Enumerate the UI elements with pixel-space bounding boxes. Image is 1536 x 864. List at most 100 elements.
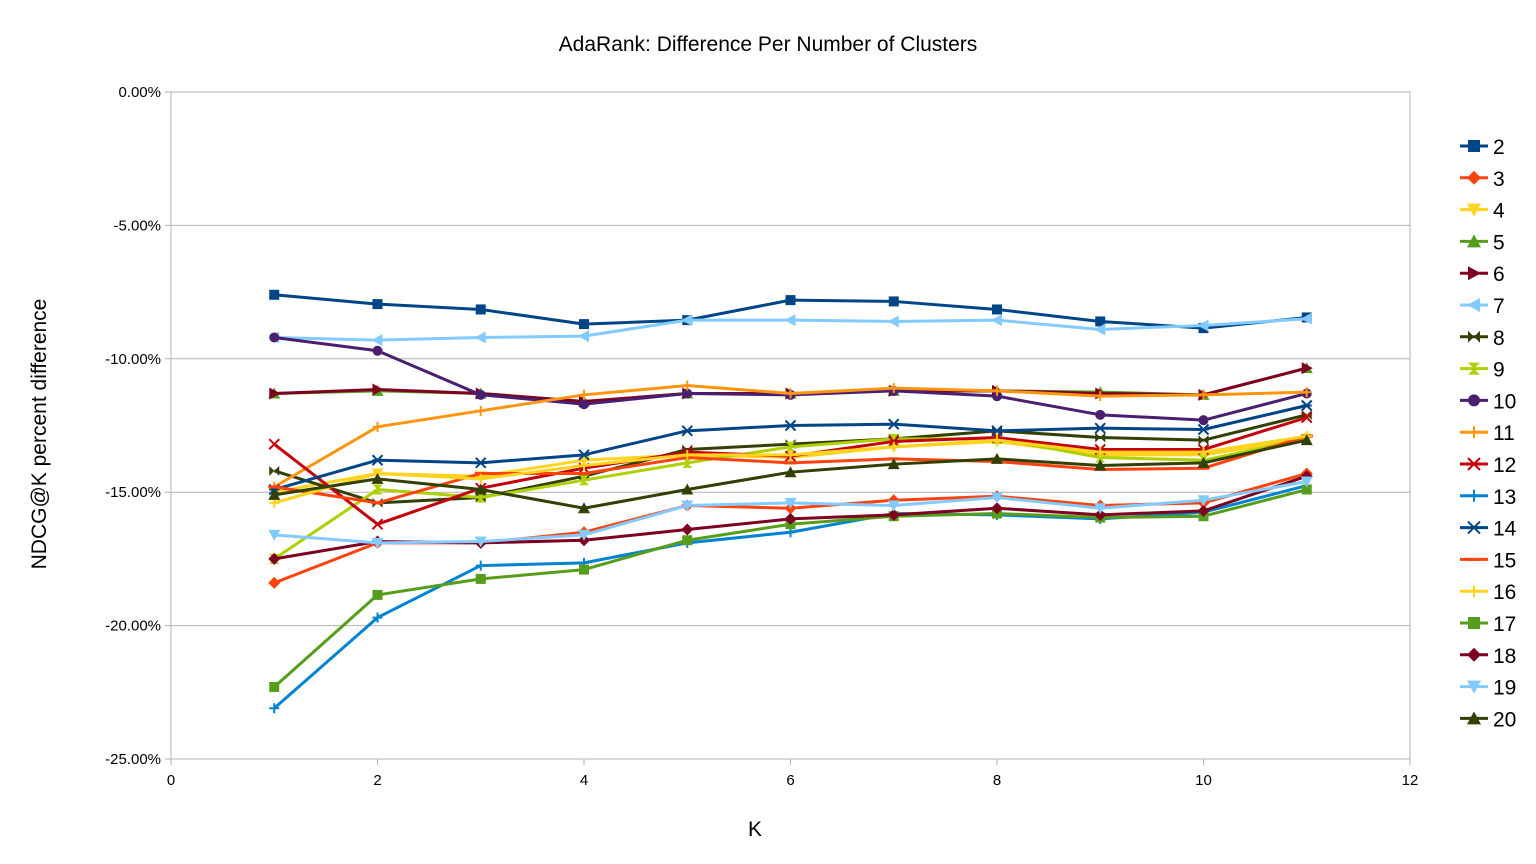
data-point-7 [991,314,1002,327]
x-tick-label: 10 [1195,772,1212,789]
legend-label: 6 [1493,263,1505,286]
legend-item-17: 17 [1460,613,1516,636]
data-point-19 [371,537,384,549]
data-point-13 [269,703,280,714]
data-point-18 [681,523,694,536]
data-point-18 [887,508,900,521]
data-point-11 [1095,391,1106,402]
data-point-12 [268,438,280,450]
x-tick-label: 12 [1402,772,1419,789]
legend-item-6: 6 [1460,263,1505,286]
legend-label: 7 [1493,295,1505,318]
data-point-19 [1300,476,1313,488]
data-point-7 [371,334,383,347]
data-point-19 [784,497,797,509]
data-point-2 [372,299,383,310]
legend-item-19: 19 [1460,677,1516,700]
data-point-19 [1197,495,1210,507]
x-tick-label: 4 [580,772,588,789]
data-point-18 [1197,504,1210,517]
data-point-16 [888,441,899,452]
series-20 [268,434,1313,514]
legend-marker [1468,617,1480,629]
data-point-12 [371,518,384,530]
legend-marker [1468,489,1480,502]
data-point-17 [682,535,693,546]
legend-label: 10 [1493,390,1516,413]
data-point-14 [1301,399,1313,412]
y-tick-label: -25.00% [105,751,161,768]
x-axis-title: K [748,818,762,841]
data-point-18 [268,552,281,565]
data-point-10 [1095,409,1106,420]
legend-item-12: 12 [1460,454,1516,477]
data-point-13 [475,560,486,571]
data-point-14 [991,425,1003,437]
data-point-8 [269,465,280,476]
legend-label: 2 [1493,136,1505,159]
x-tick-label: 2 [373,772,381,789]
y-tick-label: 0.00% [118,84,161,101]
data-point-10 [579,399,589,410]
legend-label: 5 [1493,231,1505,254]
legend-item-9: 9 [1460,359,1505,382]
data-point-3 [268,576,281,589]
data-point-19 [578,529,590,541]
data-point-7 [474,331,486,344]
legend-label: 11 [1493,422,1515,445]
data-point-14 [1094,422,1106,434]
data-point-2 [785,295,796,306]
data-point-9 [1095,452,1106,463]
data-point-10 [1198,415,1209,426]
series-19 [268,476,1313,549]
data-point-19 [681,500,694,512]
legend-item-13: 13 [1460,486,1516,509]
data-point-8 [1095,432,1106,443]
legend-marker [1468,330,1480,343]
y-tick-label: -20.00% [105,618,161,635]
legend-marker [1467,680,1481,694]
x-tick-label: 8 [993,772,1001,789]
data-point-8 [1198,435,1209,446]
data-point-20 [474,483,487,495]
legend-label: 18 [1493,645,1516,668]
data-point-7 [578,330,589,343]
data-point-20 [1094,459,1107,471]
data-point-14 [888,418,900,430]
legend-label: 3 [1493,168,1505,191]
data-point-19 [268,529,281,541]
data-point-9 [579,475,589,486]
y-axis-ticks: 0.00% -5.00% -10.00% -15.00% -20.00% -25.00% [105,84,161,768]
data-point-16 [992,435,1002,446]
data-point-2 [269,289,280,300]
data-point-20 [784,466,797,478]
legend-item-8: 8 [1460,327,1505,350]
data-point-2 [1095,316,1106,327]
data-point-16 [1095,447,1106,458]
data-point-11 [992,385,1002,396]
data-point-9 [372,484,383,495]
data-point-10 [269,332,280,343]
data-point-19 [991,492,1003,504]
data-point-17 [1301,484,1312,495]
legend-marker [1468,266,1481,281]
legend-item-7: 7 [1460,295,1505,318]
data-point-18 [991,502,1003,515]
data-point-18 [784,512,797,525]
legend-label: 14 [1493,518,1517,541]
data-point-14 [475,457,487,469]
data-point-16 [579,460,589,471]
legend-item-18: 18 [1460,645,1516,668]
legend-label: 15 [1493,549,1516,572]
legend-item-4: 4 [1460,200,1505,223]
data-point-20 [268,488,281,500]
legend-item-2: 2 [1460,136,1505,159]
legend-item-15: 15 [1460,549,1516,572]
legend-item-20: 20 [1460,708,1516,731]
legend-marker [1468,140,1480,152]
data-point-14 [784,419,797,432]
data-point-17 [475,573,486,584]
data-point-11 [372,421,383,432]
data-point-10 [682,388,693,399]
